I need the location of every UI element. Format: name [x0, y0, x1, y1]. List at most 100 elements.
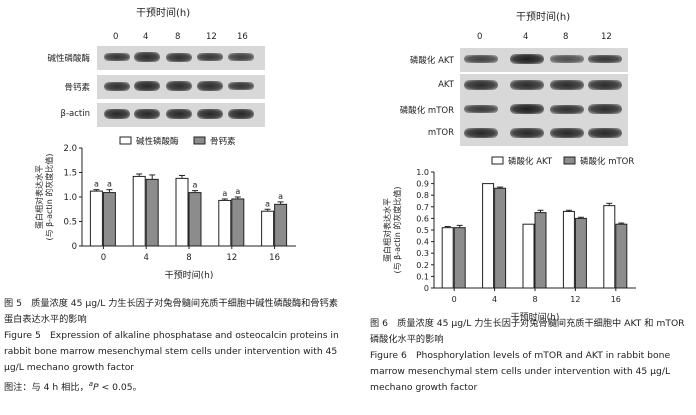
y-tick-label: 0.5 [63, 218, 77, 228]
y-tick-label: 0.2 [416, 261, 429, 270]
y-tick-label: 0.6 [416, 214, 429, 223]
bar [145, 178, 159, 247]
blot-band [197, 52, 223, 62]
bar [218, 199, 232, 247]
blot-band [510, 80, 544, 90]
x-tick-label: 4 [492, 295, 497, 304]
blot-band [166, 109, 192, 119]
blot-band [588, 104, 622, 114]
time-label: 4 [143, 32, 149, 42]
blot-band [464, 104, 498, 114]
bar [261, 210, 275, 247]
blot-label: AKT [438, 80, 454, 90]
x-axis-title: 干预时间(h) [165, 269, 214, 281]
blot-band [550, 80, 584, 90]
time-label: 8 [175, 32, 181, 42]
fig5-caption: 图 5 质量浓度 45 μg/L 力生长因子对兔骨髓间充质干细胞中碱性磷酸酶和骨… [4, 296, 344, 396]
blot-label: 磷酸化 mTOR [399, 106, 454, 116]
blot-band [166, 81, 192, 91]
blot-band [104, 109, 130, 119]
bar [494, 187, 507, 289]
blot-band [104, 52, 130, 62]
blot-band [228, 81, 254, 91]
y-tick-label: 0.5 [416, 226, 429, 235]
blot-band [134, 52, 160, 62]
bar [562, 210, 575, 289]
y-tick-label: 0 [424, 284, 429, 293]
y-tick-label: 0.7 [416, 203, 429, 212]
y-tick-label: 1.0 [63, 193, 77, 203]
time-label: 12 [206, 32, 217, 42]
blot-band [134, 81, 160, 91]
blot-band [464, 54, 498, 64]
x-tick-label: 16 [611, 295, 621, 304]
blot-band [588, 128, 622, 138]
fig6-caption-en: Figure 6 Phosphorylation levels of mTOR … [370, 350, 671, 393]
figure-5: 干预时间(h) 0 4 8 12 16 碱性磷酸酶 骨钙素 β-actin 0 0.5 1.0 1… [4, 8, 344, 396]
bar [534, 212, 547, 289]
y-tick-label: 0.8 [416, 191, 429, 200]
bar [482, 183, 495, 289]
bar [102, 192, 116, 247]
x-tick-label: 0 [452, 295, 457, 304]
x-axis-title: 干预时间(h) [511, 311, 560, 323]
y-axis-title-line2: (与 β-actin 的灰度比值) [44, 153, 54, 240]
bar [453, 227, 466, 289]
x-tick-label: 12 [226, 253, 237, 263]
y-tick-label: 0.1 [416, 272, 429, 281]
blot-band [228, 109, 254, 119]
legend-label: 磷酸化 mTOR [580, 156, 634, 167]
bar [603, 205, 616, 289]
x-tick-label: 8 [186, 253, 191, 263]
x-tick-label: 4 [143, 253, 148, 263]
y-axis-title-line2: (与 β-actin 的灰度比值) [392, 186, 402, 273]
x-tick-label: 12 [570, 295, 580, 304]
blot-band [464, 128, 498, 138]
bar [231, 198, 245, 247]
bar [175, 177, 189, 247]
time-label: 12 [601, 32, 612, 42]
blot-band [550, 55, 584, 63]
fig5-caption-cn: 图 5 质量浓度 45 μg/L 力生长因子对兔骨髓间充质干细胞中碱性磷酸酶和骨… [4, 298, 338, 325]
fig6-caption: 图 6 质量浓度 45 μg/L 力生长因子对兔骨髓间充质干细胞中 AKT 和 … [370, 316, 696, 396]
y-axis-title: 蛋白相对表达水平(与 β-actin 的灰度比值) [34, 153, 54, 240]
blot-band [510, 104, 544, 114]
significance-label: a [235, 187, 240, 196]
blot-label: β-actin [60, 109, 90, 119]
legend-swatch [193, 136, 206, 145]
blot-band [197, 109, 223, 119]
legend-label: 碱性磷酸酶 [136, 136, 179, 147]
bar [89, 190, 103, 247]
significance-label: a [94, 180, 99, 189]
significance-label: a [193, 181, 198, 190]
y-tick-label: 1.5 [63, 169, 77, 179]
blot-band [228, 52, 254, 62]
blot-band [166, 52, 192, 62]
blot-band [134, 109, 160, 119]
blot-band [588, 54, 622, 64]
legend-swatch [491, 156, 504, 165]
blot-label: 骨钙素 [64, 83, 90, 93]
blot-band [510, 54, 544, 64]
x-tick-label: 0 [101, 253, 106, 263]
legend-swatch [119, 136, 132, 145]
bar [522, 223, 535, 289]
time-label: 4 [523, 32, 529, 42]
significance-label: a [107, 180, 112, 189]
blot-band [588, 80, 622, 90]
bar [441, 227, 454, 289]
bar [615, 223, 628, 289]
time-label: 0 [477, 32, 483, 42]
x-tick-label: 16 [269, 253, 280, 263]
legend-label: 骨钙素 [210, 136, 236, 147]
bar [274, 203, 288, 247]
y-tick-label: 0.9 [416, 180, 429, 189]
x-tick-label: 8 [532, 295, 537, 304]
y-axis-title-line1: 蛋白相对表达水平 [382, 198, 392, 262]
fig5-caption-en: Figure 5 Expression of alkaline phosphat… [4, 330, 339, 373]
fig6-bar-chart: 0 0.1 0.2 0.3 0.4 0.5 0.6 0.7 0.8 0.9 1.0 0 4 8 12 16 磷酸… [382, 156, 636, 323]
blot-band [550, 128, 584, 138]
blot-band [550, 104, 584, 114]
bar [574, 217, 587, 289]
